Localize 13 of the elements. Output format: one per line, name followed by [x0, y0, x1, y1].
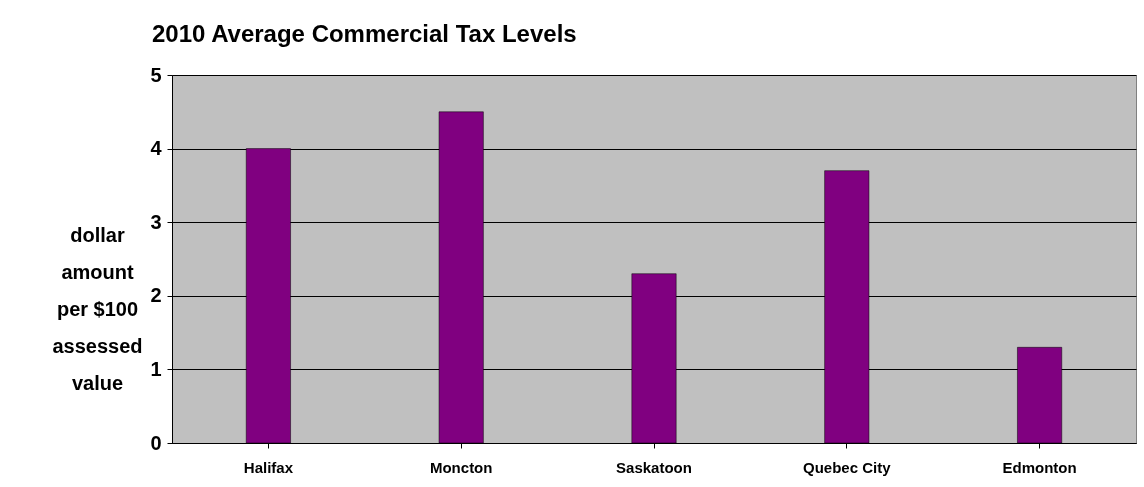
y-tick-label: 5 — [150, 63, 162, 86]
x-tick-label: Halifax — [243, 458, 294, 476]
y-tick-label: 4 — [150, 137, 163, 160]
y-tick-label: 2 — [150, 284, 162, 307]
y-tick-label: 3 — [150, 210, 162, 233]
x-tick-label: Saskatoon — [616, 458, 692, 476]
y-axis-title: dollar amount per $100 assessed value — [52, 223, 143, 394]
x-tick-label: Moncton — [429, 458, 493, 476]
x-tick-label: Quebec City — [803, 458, 892, 476]
x-tick-label: Edmonton — [1002, 458, 1077, 476]
y-tick-label: 0 — [150, 431, 162, 454]
chart-title: 2010 Average Commercial Tax Levels — [151, 20, 577, 47]
y-tick-label: 1 — [150, 357, 162, 380]
